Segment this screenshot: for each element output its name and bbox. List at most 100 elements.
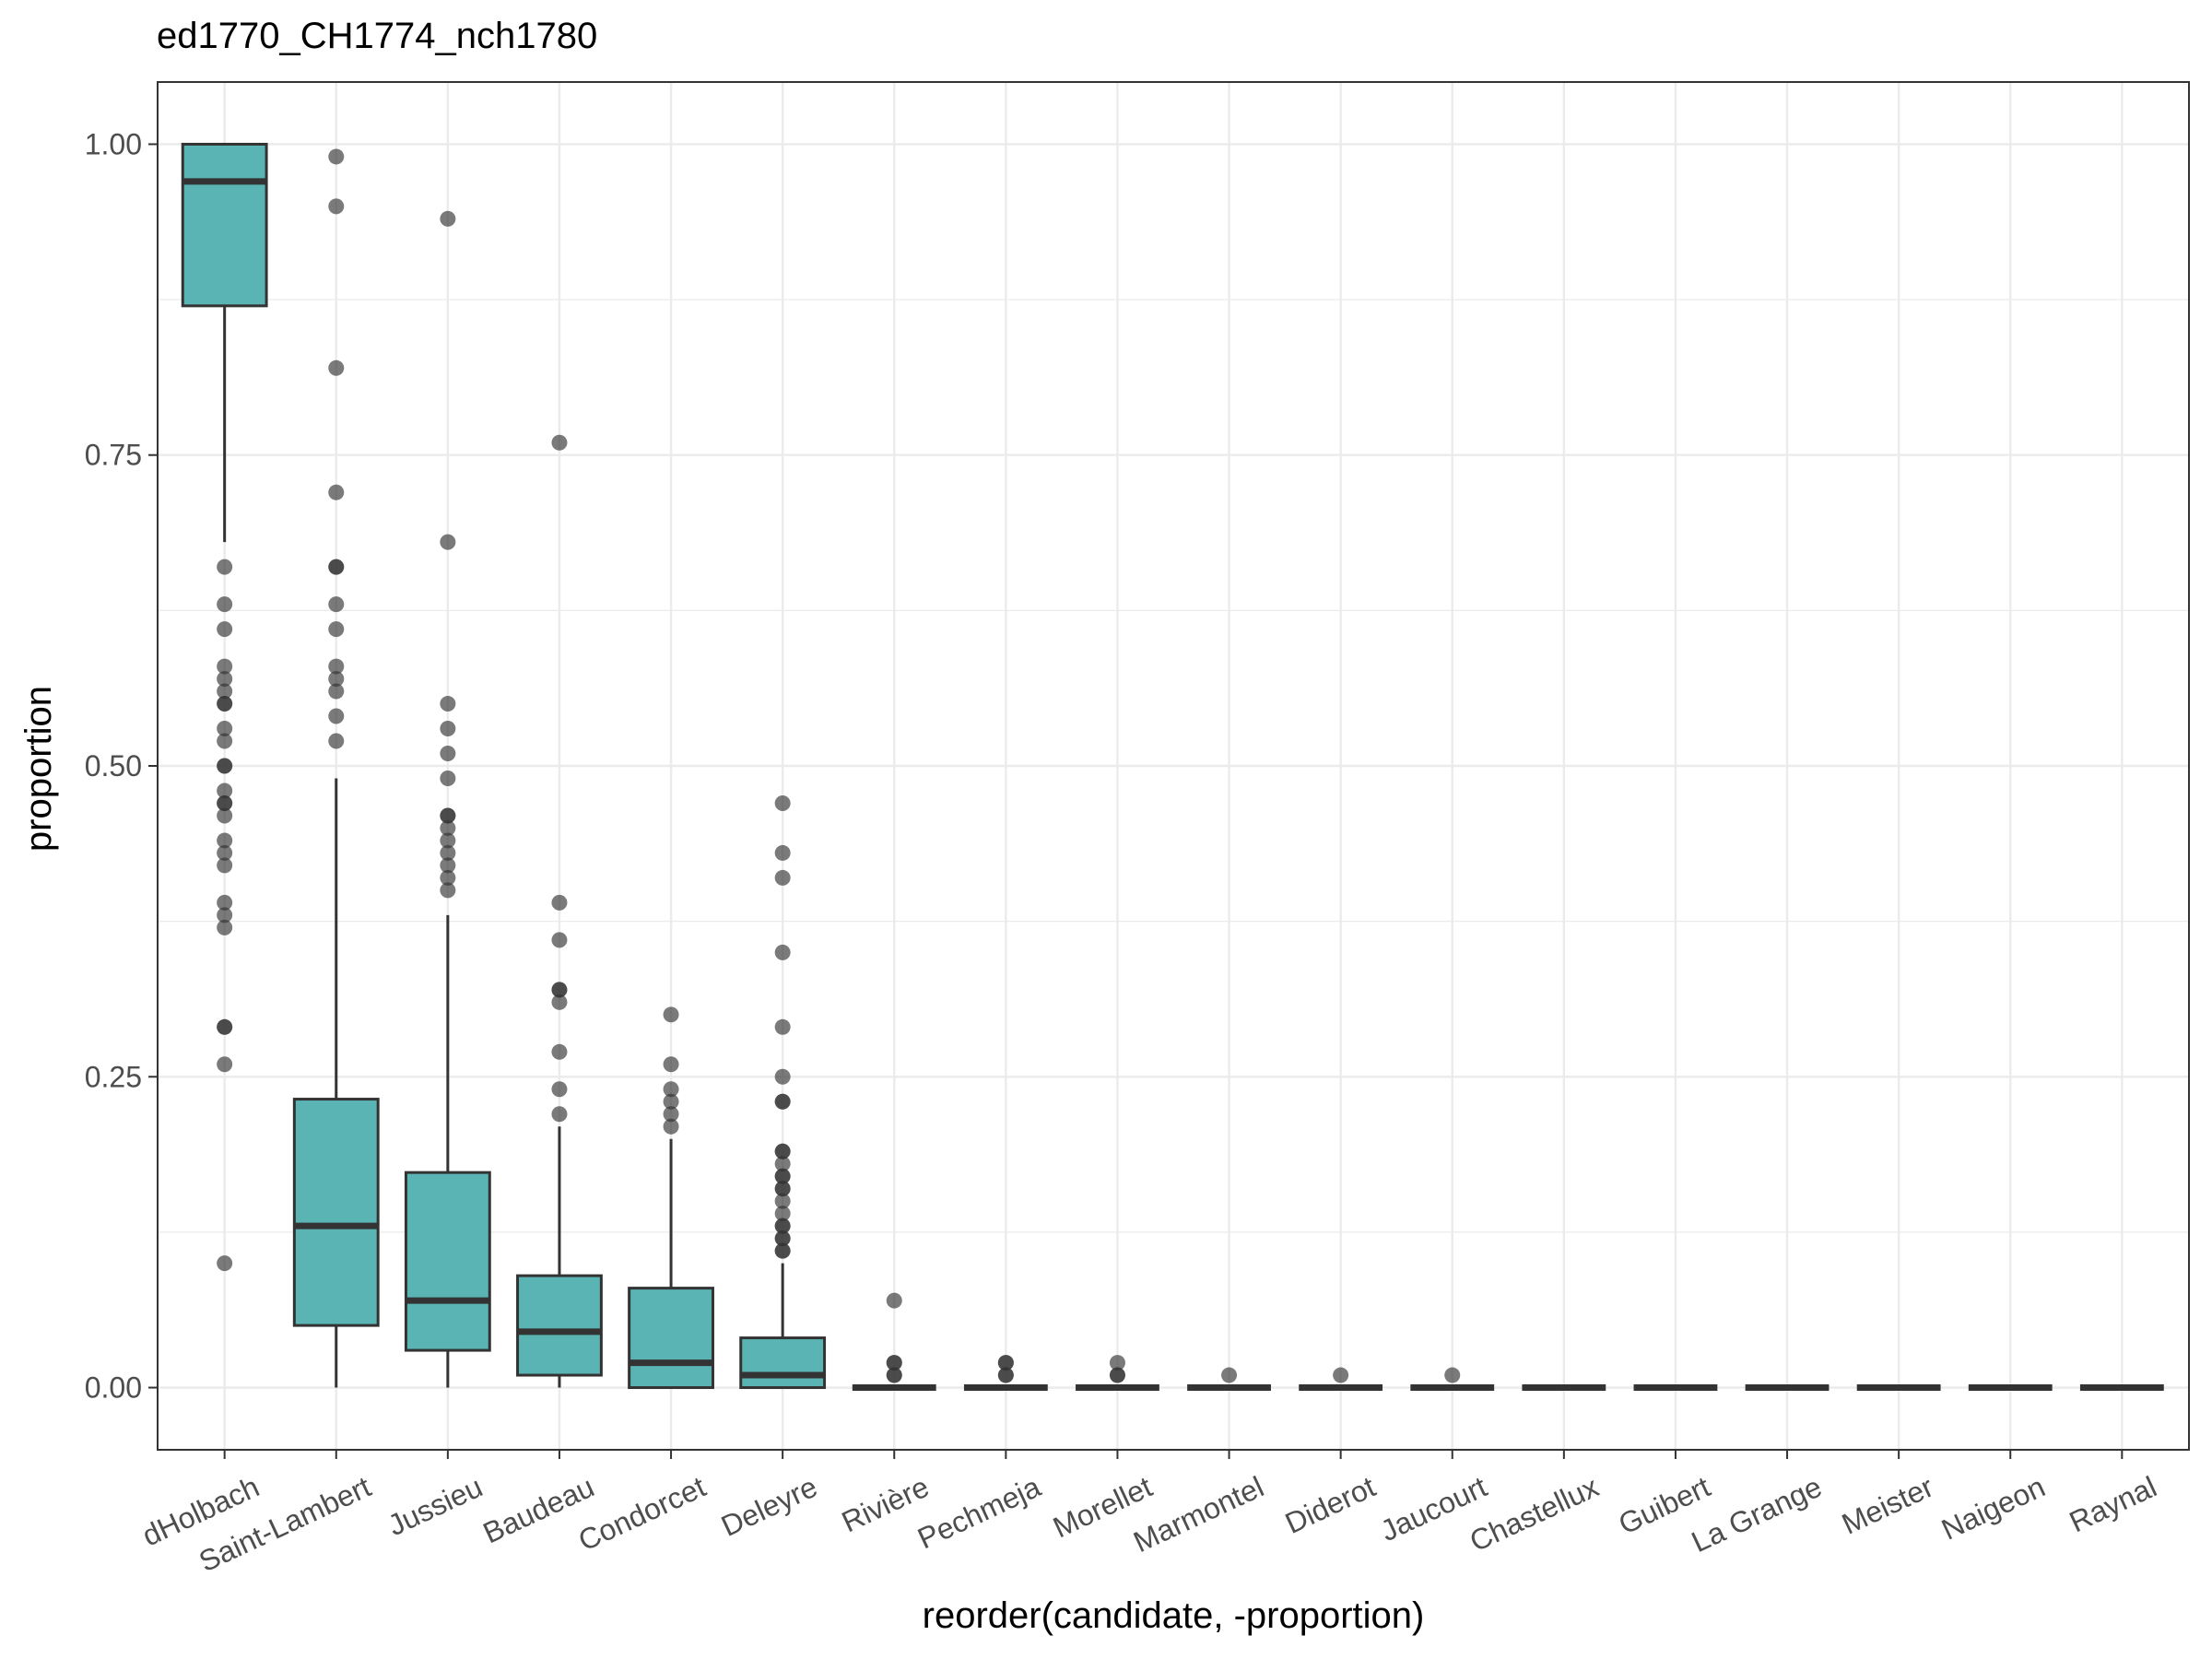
outlier-point [217, 696, 233, 712]
box-1 [292, 778, 380, 1388]
outlier-point [217, 794, 233, 811]
outlier-point [1444, 1367, 1461, 1383]
outlier-point [663, 1093, 679, 1110]
outlier-point [217, 807, 233, 824]
outlier-point [328, 596, 345, 613]
box-body [404, 1171, 491, 1352]
outlier-point [440, 770, 456, 786]
box-body [628, 1287, 714, 1390]
box-0 [181, 142, 268, 543]
outlier-point [440, 746, 456, 762]
x-tick-label: La Grange [1687, 1470, 1827, 1559]
outlier-point [1109, 1355, 1125, 1371]
outlier-point [886, 1355, 902, 1371]
outlier-point [217, 721, 233, 737]
outlier-point [328, 683, 345, 700]
outlier-point [774, 794, 791, 811]
x-tick-label: Meister [1837, 1470, 1939, 1541]
outlier-point [217, 596, 233, 613]
outlier-point [663, 1056, 679, 1073]
outlier-point [328, 733, 345, 749]
outlier-point [774, 844, 791, 861]
outlier-point [328, 359, 345, 376]
outlier-point [328, 658, 345, 675]
y-tick-label: 0.25 [85, 1060, 142, 1093]
outlier-point [440, 857, 456, 874]
outlier-points [217, 148, 1461, 1383]
outlier-point [217, 844, 233, 861]
y-tick-label: 0.75 [85, 439, 142, 472]
outlier-point [440, 819, 456, 836]
outlier-point [663, 1118, 679, 1135]
outlier-point [328, 671, 345, 688]
outlier-point [440, 696, 456, 712]
x-tick-label: Diderot [1280, 1470, 1381, 1540]
outlier-point [663, 1006, 679, 1023]
x-tick-label: Deleyre [716, 1470, 822, 1543]
chart-title: ed1770_CH1774_nch1780 [157, 16, 597, 56]
outlier-point [886, 1292, 902, 1309]
x-tick-label: Marmontel [1128, 1470, 1268, 1559]
box-body [181, 142, 268, 308]
x-tick-label: Naigeon [1936, 1470, 2050, 1547]
outlier-point [774, 1093, 791, 1110]
outlier-point [217, 621, 233, 638]
outlier-point [774, 1242, 791, 1259]
outlier-point [774, 1018, 791, 1035]
x-tick-label: Raynal [2065, 1470, 2161, 1539]
box-body [516, 1274, 603, 1377]
box-2 [404, 914, 491, 1388]
outlier-point [551, 1106, 568, 1123]
box-body [292, 1098, 380, 1327]
outlier-point [217, 1018, 233, 1035]
x-axis-title: reorder(candidate, -proportion) [923, 1595, 1425, 1636]
y-axis-title: proportion [18, 686, 59, 852]
outlier-point [217, 683, 233, 700]
y-tick-label: 0.50 [85, 749, 142, 782]
outlier-point [217, 832, 233, 849]
outlier-point [217, 758, 233, 774]
outlier-point [551, 1081, 568, 1098]
outlier-point [217, 733, 233, 749]
outlier-point [328, 198, 345, 215]
outlier-point [551, 434, 568, 451]
outlier-point [440, 721, 456, 737]
outlier-point [886, 1367, 902, 1383]
outlier-point [774, 1230, 791, 1247]
outlier-point [217, 559, 233, 575]
outlier-point [440, 210, 456, 227]
outlier-point [774, 1206, 791, 1222]
outlier-point [217, 919, 233, 935]
outlier-point [328, 621, 345, 638]
outlier-point [328, 559, 345, 575]
outlier-point [217, 907, 233, 924]
x-tick-label: Chastellux [1465, 1470, 1604, 1559]
outlier-point [440, 869, 456, 886]
outlier-point [551, 982, 568, 998]
outlier-point [997, 1355, 1014, 1371]
outlier-point [328, 484, 345, 500]
outlier-point [774, 1181, 791, 1197]
box-5 [739, 1263, 827, 1390]
outlier-point [440, 807, 456, 824]
y-tick-label: 1.00 [85, 127, 142, 160]
outlier-point [217, 782, 233, 799]
outlier-point [774, 1218, 791, 1234]
outlier-point [1333, 1367, 1349, 1383]
outlier-point [774, 1156, 791, 1172]
outlier-point [328, 708, 345, 724]
outlier-point [774, 1068, 791, 1085]
x-tick-label: Condorcet [573, 1470, 711, 1558]
outlier-point [217, 1255, 233, 1272]
outlier-point [774, 944, 791, 960]
outlier-point [997, 1367, 1014, 1383]
y-tick-label: 0.00 [85, 1371, 142, 1405]
outlier-point [774, 1143, 791, 1159]
outlier-point [774, 1168, 791, 1184]
box-3 [516, 1126, 603, 1388]
outlier-point [217, 857, 233, 874]
boxes [181, 142, 2164, 1392]
outlier-point [440, 844, 456, 861]
outlier-point [1109, 1367, 1125, 1383]
outlier-point [551, 994, 568, 1010]
